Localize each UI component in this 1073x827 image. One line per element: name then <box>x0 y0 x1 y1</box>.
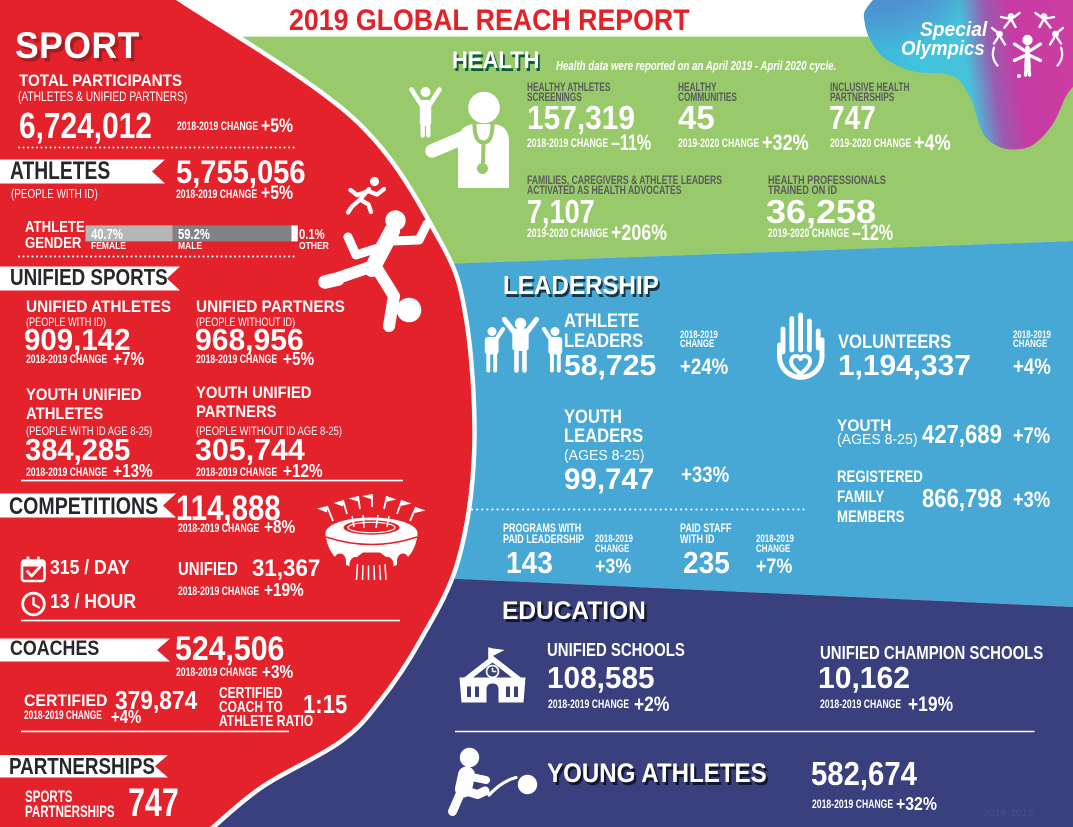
svg-text:2018-2019: 2018-2019 <box>983 807 1033 819</box>
